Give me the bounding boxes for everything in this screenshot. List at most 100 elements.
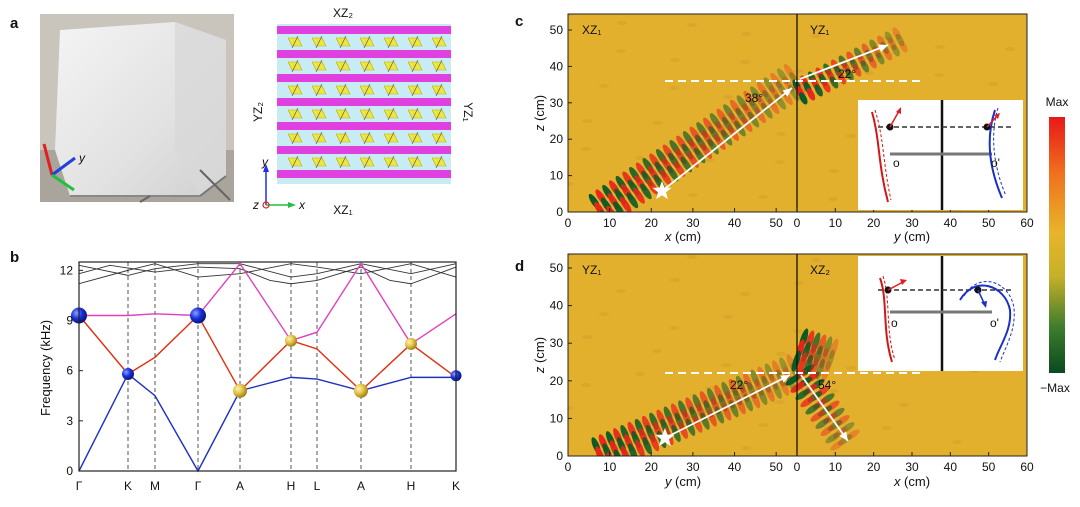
wave-lobe [845,68,854,81]
wave-lobe [768,372,778,390]
field-ripple [793,329,803,333]
wave-lobe [747,381,757,400]
field-ripple [758,423,768,427]
wave-lobe [619,196,632,212]
photo-foam-block [40,14,234,203]
wave-lobe [877,35,886,48]
wave-lobe [755,94,768,111]
field-ripple [705,158,715,162]
schematic-bottom-label: XZ₁ [333,203,352,217]
band-degeneracy-gold [354,383,368,398]
wave-lobe [772,381,782,399]
phononic-crystal-schematic: XZ₂ XZ₁ YZ₂ YZ₁ y z x [251,6,475,217]
schematic-link [339,155,347,169]
wave-lobe [714,134,726,150]
propagation-arrowhead [878,44,888,52]
wave-lobe [649,433,660,452]
xtick-label: 20 [867,216,881,230]
schematic-link [411,155,419,169]
xtick-label: 30 [686,460,700,474]
c-xlabel-right: y (cm) [893,229,930,244]
band-xtick-label: Γ [76,479,83,493]
wave-lobe [791,350,801,372]
wave-lobe [736,95,749,112]
band-ytick-label: 9 [66,314,73,328]
xtick-label: 0 [794,460,801,474]
xtick-label: 50 [982,216,996,230]
wave-lobe [743,372,753,390]
c-angle-22: 22° [838,67,856,81]
wave-lobe [783,63,796,80]
band-degeneracy-gold [405,337,417,350]
schematic-link [411,107,419,121]
photo-axis-y-label: y [78,151,86,165]
wave-lobe [779,378,790,396]
d-inset-o: o [891,316,898,330]
schematic-link [291,59,299,73]
wave-lobe [767,98,780,115]
wave-lobe [613,449,623,456]
wave-lobe [795,389,810,401]
schematic-link [291,107,299,121]
field-ripple [1005,47,1015,51]
field-ripple [881,36,891,40]
wave-lobe [774,93,787,110]
source-star [655,428,675,447]
wave-lobe [837,72,846,85]
propagation-arrow [799,44,889,80]
wave-lobe [758,387,768,406]
schematic-link [435,131,443,145]
propagation-arrowhead [839,431,848,441]
schematic-link [363,107,371,121]
field-ripple [669,86,679,90]
wave-lobe [742,103,754,120]
wave-lobe [757,366,767,384]
schematic-axis-x: x [298,198,306,212]
wave-lobe [685,418,696,436]
wave-lobe [714,406,725,424]
panel-label-b: b [10,249,19,266]
schematic-top-label: XZ₂ [333,6,353,20]
schematic-rod [277,50,451,58]
schematic-link [315,155,323,169]
schematic-rod [277,74,451,82]
d-xlabel-left: y (cm) [664,474,701,489]
wave-lobe [707,409,717,427]
wave-lobe [748,99,761,115]
field-ripple [829,389,839,393]
wave-lobe [640,183,652,200]
schematic-link [387,83,395,97]
field-ripple [776,352,786,356]
schematic-link [387,155,395,169]
schematic-link [435,83,443,97]
band-degeneracy-blue [122,368,134,381]
wave-lobe [835,414,850,426]
field-ripple [599,312,609,316]
schematic-link [363,35,371,49]
panel-label-c: c [515,13,523,30]
wave-lobe [869,39,878,52]
schematic-link [435,35,443,49]
field-ripple [882,426,892,430]
propagation-arrowhead [782,88,792,97]
wave-lobe [750,369,760,387]
xtick-label: 40 [728,460,742,474]
band-xtick-label: H [287,479,296,493]
wave-lobe [779,357,789,375]
schematic-link [339,131,347,145]
ytick-label: 0 [556,205,563,219]
wave-lobe [602,443,612,456]
wave-lobe [876,52,885,65]
field-ripple [723,315,733,319]
propagation-arrowhead [780,375,790,383]
field-ripple [568,182,574,186]
field-ripple [616,49,626,53]
ytick-label: 30 [550,336,564,350]
band-xtick-label: K [452,479,460,493]
colorbar-max: Max [1046,95,1069,109]
c-xlabel-left: x (cm) [664,229,701,244]
band-ytick-label: 6 [66,364,73,378]
ytick-label: 50 [550,23,564,37]
c-right-face-label: YZ₁ [810,23,829,37]
wave-lobe [633,187,645,204]
